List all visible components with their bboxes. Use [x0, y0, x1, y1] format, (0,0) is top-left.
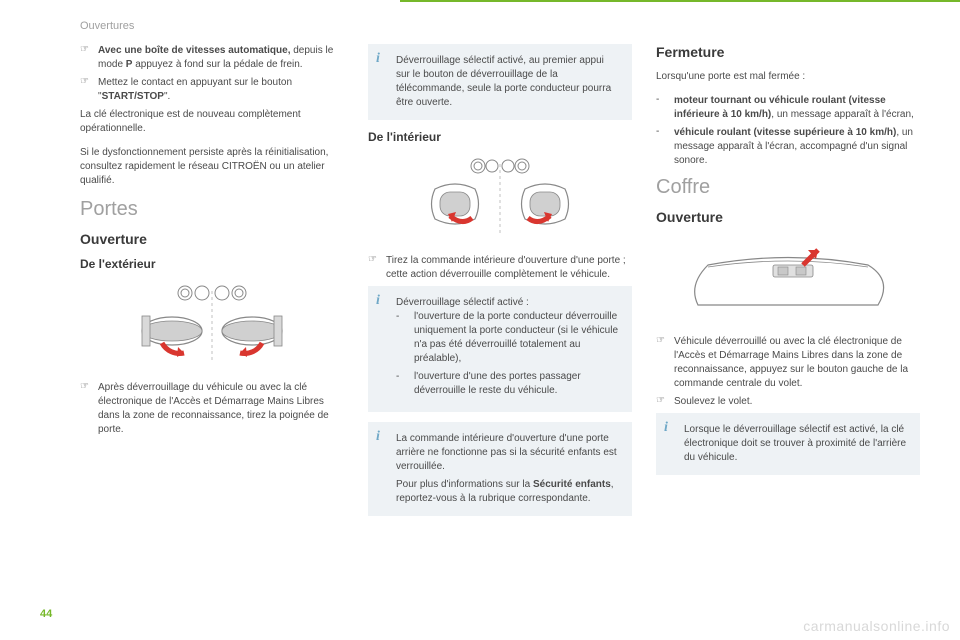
info-icon: i: [376, 430, 390, 444]
section-heading: Coffre: [656, 176, 920, 199]
list-text: Véhicule déverrouillé ou avec la clé éle…: [674, 335, 920, 391]
subheading: Ouverture: [656, 209, 920, 225]
list-text: Tirez la commande intérieure d'ouverture…: [386, 254, 632, 282]
list-text: Soulevez le volet.: [674, 395, 920, 409]
list-text: Mettez le contact en appuyant sur le bou…: [98, 76, 344, 104]
subheading: Fermeture: [656, 44, 920, 60]
info-text: Déverrouillage sélectif activé, au premi…: [396, 55, 611, 108]
accent-top-bar: [400, 0, 960, 2]
dash-icon: -: [656, 94, 666, 122]
list-item: ☞ Véhicule déverrouillé ou avec la clé é…: [656, 335, 920, 391]
pointer-icon: ☞: [80, 44, 90, 72]
list-text: l'ouverture de la porte conducteur déver…: [414, 310, 620, 366]
page-number: 44: [40, 608, 52, 620]
info-text: Déverrouillage sélectif activé :: [396, 296, 620, 310]
figure-door-interior: [368, 154, 632, 244]
section-heading: Portes: [80, 198, 344, 221]
content-columns: ☞ Avec une boîte de vitesses automatique…: [80, 44, 920, 526]
paragraph: Lorsqu'une porte est mal fermée :: [656, 70, 920, 84]
info-box: i Lorsque le déverrouillage sélectif est…: [656, 413, 920, 475]
paragraph: La clé électronique est de nouveau compl…: [80, 108, 344, 136]
page-header: Ouvertures: [80, 20, 134, 32]
column-3: Fermeture Lorsqu'une porte est mal fermé…: [656, 44, 920, 526]
list-text: l'ouverture d'une des portes passager dé…: [414, 370, 620, 398]
watermark: carmanualsonline.info: [803, 618, 950, 634]
info-icon: i: [664, 421, 678, 435]
paragraph: Si le dysfonctionnement persiste après l…: [80, 146, 344, 188]
list-text: Avec une boîte de vitesses automatique, …: [98, 44, 344, 72]
figure-boot: [656, 235, 920, 325]
column-2: i Déverrouillage sélectif activé, au pre…: [368, 44, 632, 526]
list-item: ☞ Soulevez le volet.: [656, 395, 920, 409]
dash-icon: -: [656, 126, 666, 168]
subheading: Ouverture: [80, 231, 344, 247]
subsubheading: De l'extérieur: [80, 257, 344, 271]
list-item: - moteur tournant ou véhicule roulant (v…: [656, 94, 920, 122]
info-text: Lorsque le déverrouillage sélectif est a…: [684, 424, 906, 463]
pointer-icon: ☞: [80, 381, 90, 437]
figure-door-exterior: [80, 281, 344, 371]
list-text: Après déverrouillage du véhicule ou avec…: [98, 381, 344, 437]
list-text: véhicule roulant (vitesse supérieure à 1…: [674, 126, 920, 168]
info-icon: i: [376, 52, 390, 66]
list-item: ☞ Tirez la commande intérieure d'ouvertu…: [368, 254, 632, 282]
pointer-icon: ☞: [368, 254, 378, 282]
dash-icon: -: [396, 310, 406, 366]
list-item: - l'ouverture d'une des portes passager …: [396, 370, 620, 398]
list-item: - véhicule roulant (vitesse supérieure à…: [656, 126, 920, 168]
info-text: Pour plus d'informations sur la Sécurité…: [396, 478, 620, 506]
info-text: La commande intérieure d'ouverture d'une…: [396, 432, 620, 474]
list-text: moteur tournant ou véhicule roulant (vit…: [674, 94, 920, 122]
dash-icon: -: [396, 370, 406, 398]
pointer-icon: ☞: [656, 335, 666, 391]
info-icon: i: [376, 294, 390, 308]
list-item: ☞ Après déverrouillage du véhicule ou av…: [80, 381, 344, 437]
info-box: i Déverrouillage sélectif activé : - l'o…: [368, 286, 632, 412]
info-box: i La commande intérieure d'ouverture d'u…: [368, 422, 632, 516]
list-item: ☞ Mettez le contact en appuyant sur le b…: [80, 76, 344, 104]
column-1: ☞ Avec une boîte de vitesses automatique…: [80, 44, 344, 526]
pointer-icon: ☞: [656, 395, 666, 409]
pointer-icon: ☞: [80, 76, 90, 104]
subsubheading: De l'intérieur: [368, 130, 632, 144]
list-item: ☞ Avec une boîte de vitesses automatique…: [80, 44, 344, 72]
info-box: i Déverrouillage sélectif activé, au pre…: [368, 44, 632, 120]
list-item: - l'ouverture de la porte conducteur dév…: [396, 310, 620, 366]
